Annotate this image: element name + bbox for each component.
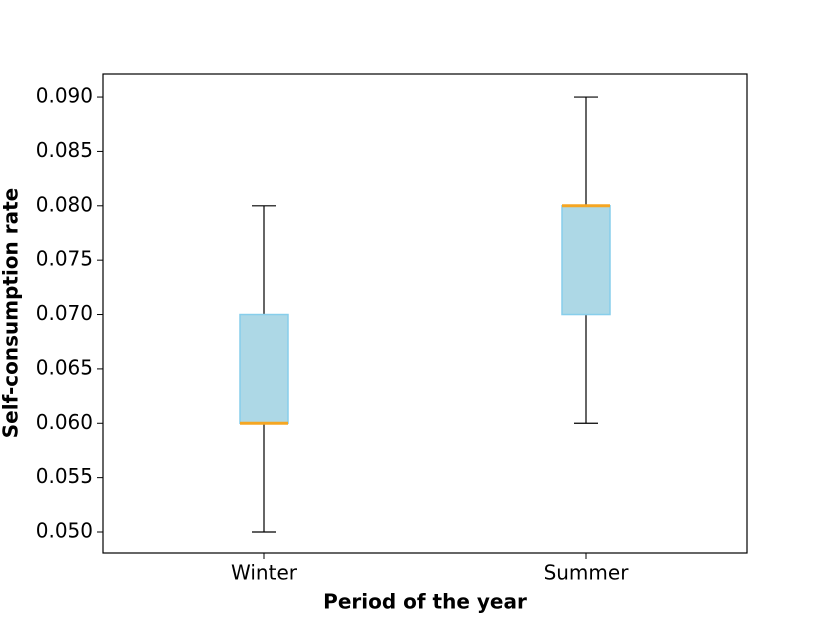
x-axis-label: Period of the year	[323, 590, 527, 614]
y-tick-label: 0.075	[36, 247, 93, 271]
box	[561, 205, 611, 316]
y-tick-label: 0.065	[36, 355, 93, 379]
y-tick-label: 0.080	[36, 192, 93, 216]
y-tick-label: 0.090	[36, 84, 93, 108]
y-tick-label: 0.060	[36, 410, 93, 434]
x-tick-label: Summer	[544, 561, 630, 585]
box	[239, 313, 289, 425]
y-tick-label: 0.070	[36, 301, 93, 325]
plot-frame	[102, 73, 748, 554]
y-tick-label: 0.055	[36, 464, 93, 488]
y-tick-label: 0.085	[36, 138, 93, 162]
y-axis-label: Self-consumption rate	[0, 188, 23, 438]
x-tick-label: Winter	[231, 561, 298, 585]
y-tick-label: 0.050	[36, 519, 93, 543]
